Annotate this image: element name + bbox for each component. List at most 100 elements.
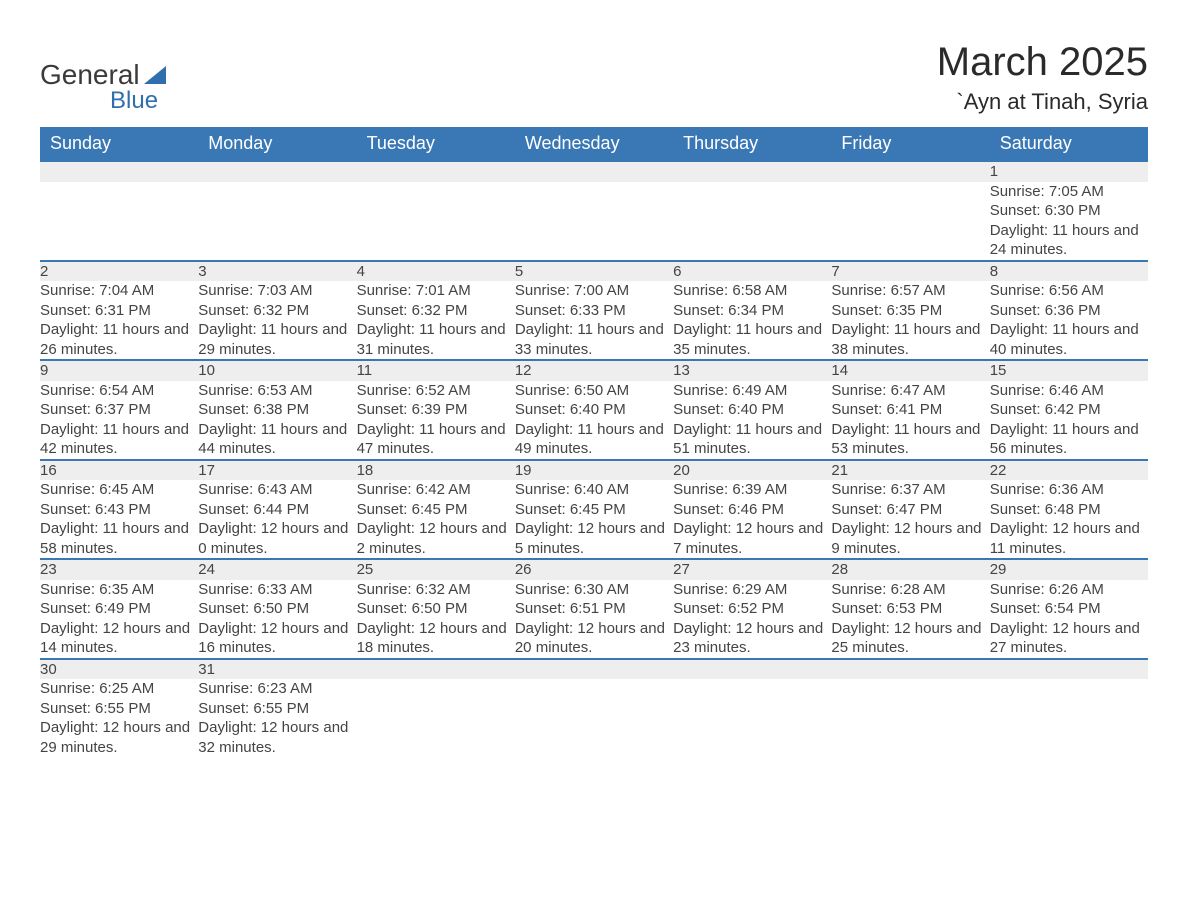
day-detail-cell: Sunrise: 6:54 AMSunset: 6:37 PMDaylight:… <box>40 381 198 460</box>
sunset-text: Sunset: 6:53 PM <box>831 599 989 619</box>
sunset-text: Sunset: 6:42 PM <box>990 400 1148 420</box>
day-number-cell <box>515 161 673 182</box>
day-number-cell: 30 <box>40 659 198 680</box>
sunrise-text: Sunrise: 6:39 AM <box>673 480 831 500</box>
sunset-text: Sunset: 6:31 PM <box>40 301 198 321</box>
day-number-cell: 26 <box>515 559 673 580</box>
day-detail-cell <box>40 182 198 261</box>
sunrise-text: Sunrise: 6:40 AM <box>515 480 673 500</box>
sunset-text: Sunset: 6:54 PM <box>990 599 1148 619</box>
daylight-text: Daylight: 12 hours and 2 minutes. <box>357 519 515 558</box>
day-detail-row: Sunrise: 7:04 AMSunset: 6:31 PMDaylight:… <box>40 281 1148 360</box>
sunrise-text: Sunrise: 6:35 AM <box>40 580 198 600</box>
logo-text2: Blue <box>110 87 158 115</box>
day-number-row: 2345678 <box>40 261 1148 282</box>
sunset-text: Sunset: 6:38 PM <box>198 400 356 420</box>
sunrise-text: Sunrise: 7:00 AM <box>515 281 673 301</box>
day-number-cell <box>831 659 989 680</box>
sunset-text: Sunset: 6:37 PM <box>40 400 198 420</box>
daylight-text: Daylight: 12 hours and 5 minutes. <box>515 519 673 558</box>
day-detail-cell: Sunrise: 6:50 AMSunset: 6:40 PMDaylight:… <box>515 381 673 460</box>
sunset-text: Sunset: 6:43 PM <box>40 500 198 520</box>
sunset-text: Sunset: 6:45 PM <box>357 500 515 520</box>
day-detail-cell: Sunrise: 6:30 AMSunset: 6:51 PMDaylight:… <box>515 580 673 659</box>
day-detail-cell: Sunrise: 6:56 AMSunset: 6:36 PMDaylight:… <box>990 281 1148 360</box>
sunset-text: Sunset: 6:51 PM <box>515 599 673 619</box>
day-number-cell: 7 <box>831 261 989 282</box>
day-detail-row: Sunrise: 6:54 AMSunset: 6:37 PMDaylight:… <box>40 381 1148 460</box>
sunset-text: Sunset: 6:35 PM <box>831 301 989 321</box>
sunset-text: Sunset: 6:55 PM <box>40 699 198 719</box>
day-number-cell <box>673 161 831 182</box>
day-detail-cell: Sunrise: 7:03 AMSunset: 6:32 PMDaylight:… <box>198 281 356 360</box>
weekday-header: Saturday <box>990 127 1148 161</box>
day-detail-cell: Sunrise: 6:33 AMSunset: 6:50 PMDaylight:… <box>198 580 356 659</box>
sunset-text: Sunset: 6:34 PM <box>673 301 831 321</box>
day-detail-cell <box>673 182 831 261</box>
day-number-cell <box>831 161 989 182</box>
day-detail-cell: Sunrise: 6:42 AMSunset: 6:45 PMDaylight:… <box>357 480 515 559</box>
day-number-cell: 13 <box>673 360 831 381</box>
sunrise-text: Sunrise: 6:25 AM <box>40 679 198 699</box>
daylight-text: Daylight: 12 hours and 11 minutes. <box>990 519 1148 558</box>
day-detail-cell: Sunrise: 6:52 AMSunset: 6:39 PMDaylight:… <box>357 381 515 460</box>
day-detail-cell: Sunrise: 6:32 AMSunset: 6:50 PMDaylight:… <box>357 580 515 659</box>
day-number-cell <box>40 161 198 182</box>
day-number-row: 16171819202122 <box>40 460 1148 481</box>
day-number-cell: 6 <box>673 261 831 282</box>
sunrise-text: Sunrise: 6:43 AM <box>198 480 356 500</box>
day-number-cell: 19 <box>515 460 673 481</box>
weekday-header: Sunday <box>40 127 198 161</box>
day-detail-cell: Sunrise: 6:29 AMSunset: 6:52 PMDaylight:… <box>673 580 831 659</box>
sunset-text: Sunset: 6:45 PM <box>515 500 673 520</box>
day-detail-cell: Sunrise: 6:43 AMSunset: 6:44 PMDaylight:… <box>198 480 356 559</box>
day-number-cell <box>357 161 515 182</box>
header: General Blue March 2025 `Ayn at Tinah, S… <box>40 40 1148 115</box>
daylight-text: Daylight: 12 hours and 20 minutes. <box>515 619 673 658</box>
location: `Ayn at Tinah, Syria <box>937 89 1148 115</box>
weekday-header: Friday <box>831 127 989 161</box>
day-number-cell: 4 <box>357 261 515 282</box>
day-number-cell: 1 <box>990 161 1148 182</box>
day-detail-cell: Sunrise: 6:40 AMSunset: 6:45 PMDaylight:… <box>515 480 673 559</box>
weekday-header: Thursday <box>673 127 831 161</box>
logo: General Blue <box>40 59 166 115</box>
sunset-text: Sunset: 6:52 PM <box>673 599 831 619</box>
sunset-text: Sunset: 6:47 PM <box>831 500 989 520</box>
day-number-cell: 27 <box>673 559 831 580</box>
sunrise-text: Sunrise: 6:54 AM <box>40 381 198 401</box>
day-detail-cell: Sunrise: 6:35 AMSunset: 6:49 PMDaylight:… <box>40 580 198 659</box>
day-number-row: 3031 <box>40 659 1148 680</box>
day-number-row: 9101112131415 <box>40 360 1148 381</box>
daylight-text: Daylight: 11 hours and 31 minutes. <box>357 320 515 359</box>
day-detail-cell: Sunrise: 6:39 AMSunset: 6:46 PMDaylight:… <box>673 480 831 559</box>
day-detail-cell: Sunrise: 6:28 AMSunset: 6:53 PMDaylight:… <box>831 580 989 659</box>
sunrise-text: Sunrise: 6:58 AM <box>673 281 831 301</box>
weekday-header: Tuesday <box>357 127 515 161</box>
day-number-row: 23242526272829 <box>40 559 1148 580</box>
day-detail-cell: Sunrise: 6:37 AMSunset: 6:47 PMDaylight:… <box>831 480 989 559</box>
sunrise-text: Sunrise: 6:30 AM <box>515 580 673 600</box>
day-number-cell: 2 <box>40 261 198 282</box>
daylight-text: Daylight: 12 hours and 14 minutes. <box>40 619 198 658</box>
day-number-cell: 22 <box>990 460 1148 481</box>
sunset-text: Sunset: 6:50 PM <box>198 599 356 619</box>
daylight-text: Daylight: 12 hours and 25 minutes. <box>831 619 989 658</box>
daylight-text: Daylight: 11 hours and 24 minutes. <box>990 221 1148 260</box>
day-detail-row: Sunrise: 6:35 AMSunset: 6:49 PMDaylight:… <box>40 580 1148 659</box>
day-detail-cell: Sunrise: 6:57 AMSunset: 6:35 PMDaylight:… <box>831 281 989 360</box>
day-detail-cell <box>831 679 989 757</box>
sunrise-text: Sunrise: 6:29 AM <box>673 580 831 600</box>
title-block: March 2025 `Ayn at Tinah, Syria <box>937 40 1148 115</box>
day-number-cell: 11 <box>357 360 515 381</box>
daylight-text: Daylight: 12 hours and 27 minutes. <box>990 619 1148 658</box>
daylight-text: Daylight: 12 hours and 18 minutes. <box>357 619 515 658</box>
sunset-text: Sunset: 6:49 PM <box>40 599 198 619</box>
daylight-text: Daylight: 11 hours and 58 minutes. <box>40 519 198 558</box>
sunrise-text: Sunrise: 6:53 AM <box>198 381 356 401</box>
day-detail-cell: Sunrise: 6:46 AMSunset: 6:42 PMDaylight:… <box>990 381 1148 460</box>
sunrise-text: Sunrise: 6:47 AM <box>831 381 989 401</box>
sunrise-text: Sunrise: 6:23 AM <box>198 679 356 699</box>
day-detail-cell: Sunrise: 6:58 AMSunset: 6:34 PMDaylight:… <box>673 281 831 360</box>
daylight-text: Daylight: 12 hours and 32 minutes. <box>198 718 356 757</box>
